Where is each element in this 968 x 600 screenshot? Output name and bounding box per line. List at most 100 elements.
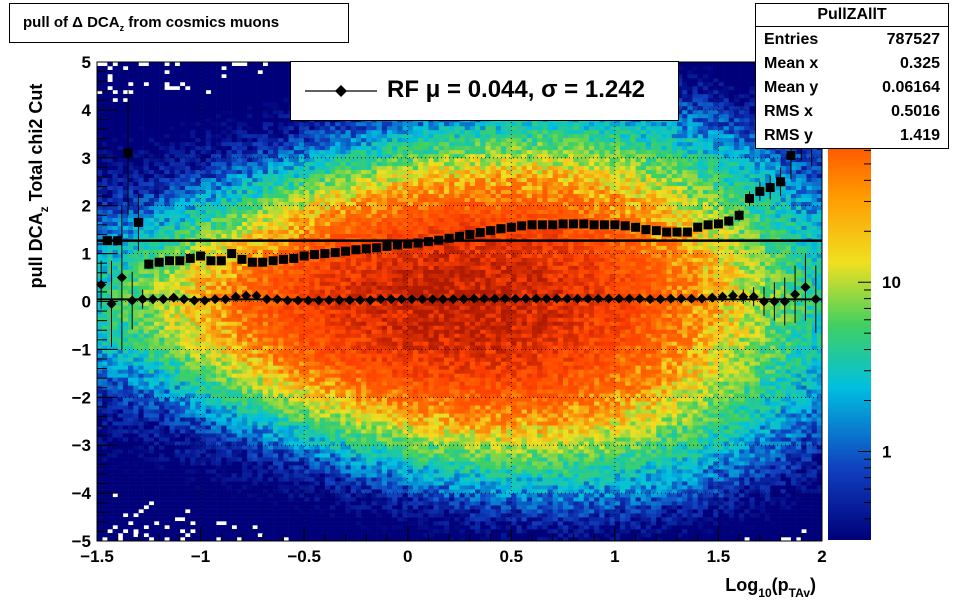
heatmap-cell [273, 393, 279, 398]
heatmap-cell [298, 293, 305, 298]
heatmap-cell [267, 69, 274, 75]
heatmap-cell [231, 417, 238, 422]
heatmap-cell [159, 73, 165, 79]
heatmap-cell [143, 169, 150, 175]
heatmap-cell [216, 189, 222, 195]
heatmap-cell [138, 97, 144, 103]
heatmap-cell [226, 153, 232, 159]
heatmap-cell [205, 161, 212, 167]
heatmap-cell [190, 333, 196, 338]
heatmap-cell [195, 517, 201, 522]
heatmap-cell [153, 73, 160, 79]
heatmap-cell [242, 353, 248, 358]
heatmap-cell [262, 253, 269, 258]
heatmap-cell [143, 113, 150, 119]
heatmap-cell [267, 97, 274, 103]
heatmap-cell [257, 229, 264, 234]
heatmap-cell [309, 201, 315, 206]
heatmap-cell [304, 145, 310, 151]
heatmap-cell [200, 221, 207, 226]
heatmap-cell [210, 473, 217, 478]
heatmap-cell [236, 341, 243, 346]
heatmap-cell [257, 213, 264, 218]
heatmap-cell [298, 513, 305, 518]
heatmap-cell [185, 425, 191, 430]
heatmap-cell [273, 253, 279, 258]
heatmap-cell [159, 537, 165, 541]
heatmap-cell [117, 85, 124, 91]
heatmap-cell [262, 77, 269, 83]
heatmap-cell [293, 481, 300, 486]
heatmap-cell [226, 445, 232, 450]
heatmap-cell [159, 185, 165, 191]
heatmap-cell [267, 477, 274, 482]
heatmap-cell [283, 281, 289, 286]
heatmap-cell [221, 349, 227, 354]
heatmap-cell [242, 281, 248, 286]
heatmap-cell [267, 461, 274, 466]
heatmap-cell [159, 309, 165, 314]
heatmap-cell [159, 397, 165, 402]
heatmap-cell [252, 301, 258, 306]
heatmap-cell [122, 253, 129, 258]
heatmap-cell [309, 221, 315, 226]
heatmap-cell [190, 265, 196, 270]
heatmap-cell [226, 81, 232, 87]
heatmap-cell [159, 337, 165, 342]
heatmap-cell [153, 309, 160, 314]
heatmap-cell [304, 449, 310, 454]
heatmap-cell [153, 229, 160, 234]
heatmap-cell [267, 201, 274, 206]
heatmap-cell [236, 401, 243, 406]
heatmap-cell [231, 301, 238, 306]
heatmap-cell [309, 341, 315, 346]
heatmap-cell [210, 201, 217, 206]
heatmap-cell [143, 193, 150, 199]
heatmap-cell [221, 353, 227, 358]
heatmap-cell [283, 209, 289, 214]
heatmap-cell [262, 357, 269, 362]
heatmap-cell [231, 425, 238, 430]
heatmap-cell [153, 69, 160, 75]
heatmap-cell [298, 241, 305, 246]
heatmap-cell [242, 469, 248, 474]
heatmap-cell [236, 489, 243, 494]
heatmap-cell [221, 361, 227, 366]
heatmap-cell [247, 93, 253, 99]
heatmap-cell [153, 345, 160, 350]
heatmap-cell [262, 317, 269, 322]
heatmap-cell [138, 257, 144, 262]
heatmap-cell [122, 473, 129, 478]
heatmap-cell [205, 133, 212, 139]
heatmap-cell [97, 169, 103, 175]
heatmap-cell [293, 345, 300, 350]
heatmap-cell [257, 433, 264, 438]
heatmap-cell [236, 281, 243, 286]
heatmap-cell [236, 313, 243, 318]
heatmap-cell [236, 413, 243, 418]
heatmap-cell [190, 201, 196, 206]
heatmap-cell [112, 197, 119, 203]
heatmap-cell [107, 429, 113, 434]
heatmap-cell [112, 161, 119, 167]
heatmap-cell [247, 285, 253, 290]
heatmap-cell [273, 273, 279, 278]
heatmap-cell [231, 213, 238, 218]
heatmap-cell [159, 505, 165, 510]
heatmap-cell [190, 413, 196, 418]
heatmap-cell [262, 477, 269, 482]
heatmap-cell [231, 493, 238, 498]
heatmap-cell [185, 417, 191, 422]
heatmap-cell [159, 513, 165, 518]
heatmap-cell [257, 373, 264, 378]
heatmap-cell [107, 325, 113, 330]
heatmap-cell [288, 189, 295, 195]
heatmap-cell [257, 245, 264, 250]
heatmap-cell [309, 501, 315, 506]
heatmap-cell [143, 301, 150, 306]
heatmap-cell [288, 261, 295, 266]
heatmap-cell [221, 233, 227, 238]
heatmap-cell [205, 153, 212, 159]
heatmap-cell [133, 273, 139, 278]
heatmap-cell [257, 165, 264, 171]
